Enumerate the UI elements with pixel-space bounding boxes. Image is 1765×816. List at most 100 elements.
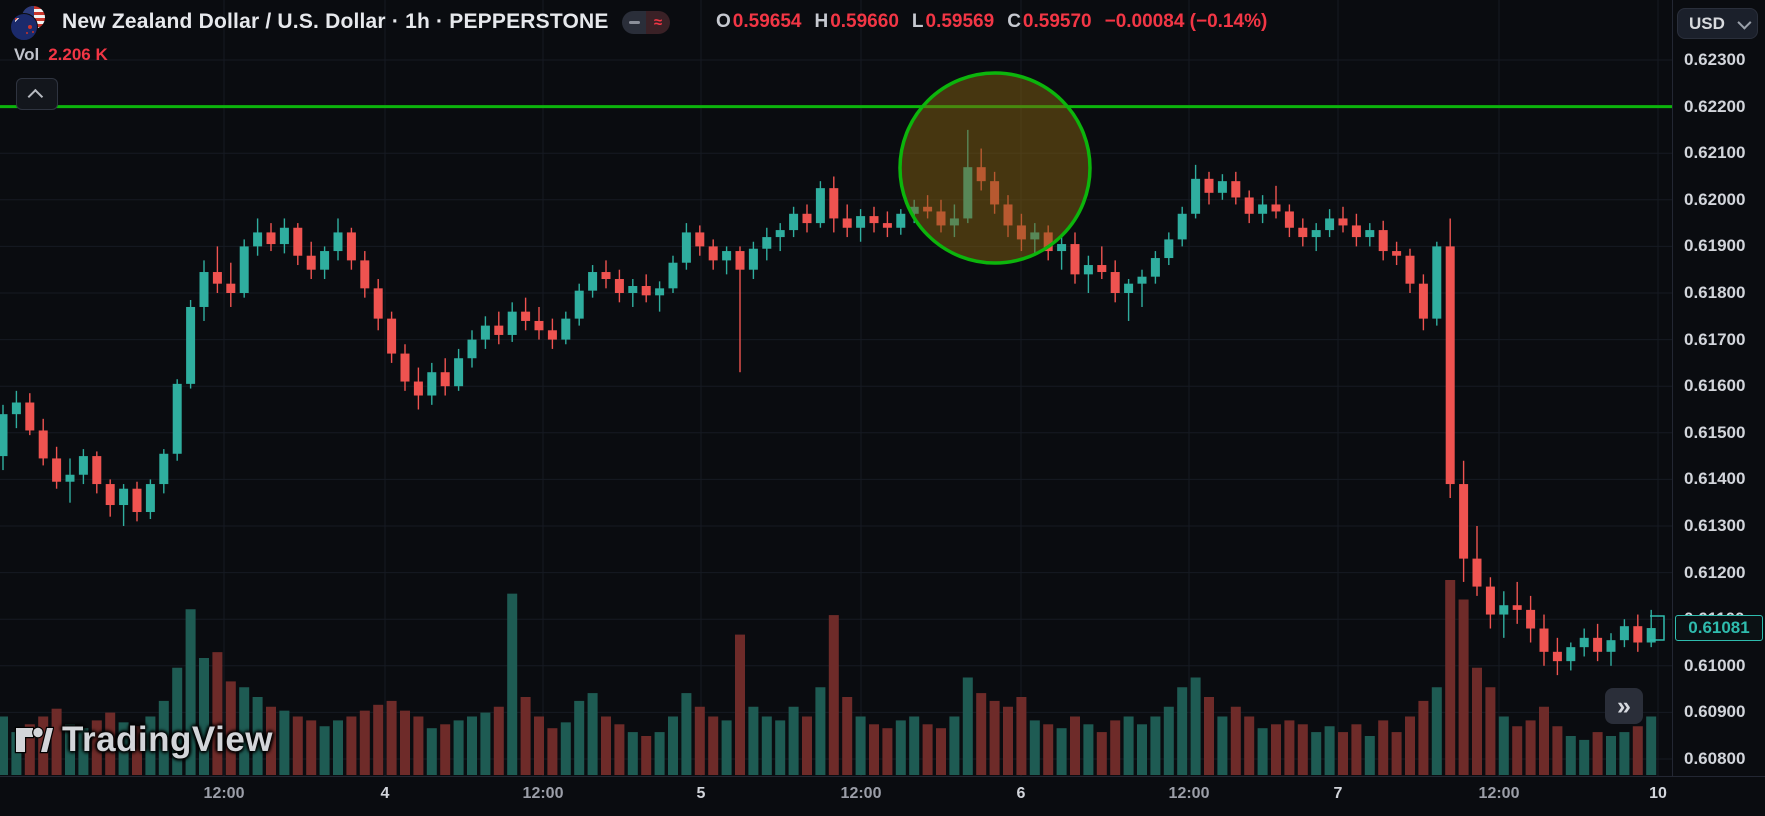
candle-body: [628, 286, 638, 293]
symbol-header: New Zealand Dollar / U.S. Dollar · 1h · …: [8, 5, 609, 41]
symbol-title[interactable]: New Zealand Dollar / U.S. Dollar · 1h · …: [62, 10, 609, 33]
candle-body: [266, 232, 276, 245]
close-key: C: [1007, 11, 1021, 32]
candle-body: [172, 383, 182, 454]
candle-body: [1418, 283, 1428, 319]
volume-bar: [1177, 687, 1188, 775]
volume-bar: [1083, 724, 1094, 775]
candle-body: [1204, 178, 1214, 193]
candle-body: [574, 290, 584, 319]
candle-body: [52, 458, 62, 482]
volume-bar: [1472, 667, 1482, 775]
candle-body: [1459, 484, 1469, 559]
price-axis-label: 0.60900: [1684, 702, 1746, 722]
low-value: 0.59569: [925, 11, 995, 32]
candle-body: [1244, 197, 1254, 214]
volume-bar: [721, 720, 732, 775]
low-key: L: [911, 11, 924, 32]
scroll-to-latest-button[interactable]: »: [1605, 688, 1643, 724]
volume-bar: [869, 724, 879, 775]
volume-bar: [426, 728, 437, 775]
candle-body: [467, 339, 477, 359]
price-axis[interactable]: 0.62300 0.62200 0.62100 0.62000 0.61900 0.618…: [1672, 0, 1765, 776]
volume-bar: [51, 708, 62, 775]
volume-bar: [842, 697, 853, 775]
volume-bar: [694, 706, 705, 775]
volume-label: Vol: [14, 45, 40, 64]
volume-bar: [319, 726, 330, 775]
chart-area[interactable]: [0, 0, 1672, 776]
volume-bar: [949, 716, 960, 775]
candle-body: [279, 227, 289, 245]
volume-bar: [78, 728, 89, 775]
candle-body: [1445, 246, 1455, 485]
volume-bar: [815, 687, 826, 775]
candle-body: [186, 306, 196, 384]
volume-bar: [400, 710, 410, 775]
candle-body: [1097, 265, 1107, 273]
volume-bar: [641, 736, 652, 775]
volume-bar: [1190, 677, 1201, 775]
candle-body: [869, 216, 879, 224]
volume-bar: [252, 697, 263, 775]
volume-bar: [962, 677, 973, 775]
candle-body: [78, 456, 88, 475]
volume-bar: [1338, 732, 1348, 775]
candle-body: [92, 456, 102, 485]
candle-body: [306, 255, 316, 270]
candle-body: [25, 402, 35, 431]
volume-bar: [1230, 706, 1241, 775]
price-axis-label: 0.60800: [1684, 749, 1746, 768]
volume-bar: [333, 720, 343, 775]
candle-body: [614, 279, 624, 293]
volume-bar: [1405, 716, 1415, 775]
volume-bar: [1619, 732, 1630, 775]
candle-body: [789, 213, 799, 231]
candle-body: [1191, 178, 1201, 214]
price-axis-label: 0.61400: [1684, 469, 1746, 489]
candle-body: [1646, 628, 1656, 643]
time-axis-label: 12:00: [522, 785, 564, 802]
collapse-panel-button[interactable]: [16, 78, 58, 110]
volume-bar: [1029, 720, 1040, 775]
volume-bar: [601, 716, 611, 775]
candle-body: [1137, 276, 1147, 284]
currency-dropdown[interactable]: USD: [1677, 8, 1758, 39]
price-axis-label: 0.61300: [1684, 516, 1746, 535]
candle-body: [695, 232, 705, 247]
candle-body: [641, 286, 651, 296]
time-axis[interactable]: 12:00 4 12:00 5 12:00 6 12:00 7 12:00 10: [0, 776, 1765, 816]
candle-body: [11, 402, 21, 415]
volume-bar: [520, 697, 531, 775]
volume-bar: [1324, 726, 1335, 775]
candle-body: [882, 223, 892, 228]
hide-indicator-button[interactable]: [622, 11, 646, 34]
candle-body: [842, 218, 852, 228]
candle-body: [802, 213, 812, 224]
time-axis-label: 12:00: [203, 785, 245, 802]
volume-bar: [1391, 732, 1402, 775]
volume-bar: [1539, 706, 1549, 775]
candle-body: [1405, 255, 1415, 284]
volume-bar: [440, 724, 451, 775]
volume-bar: [1110, 720, 1121, 775]
approx-mode-button[interactable]: ≈: [646, 11, 670, 34]
candle-body: [239, 246, 249, 293]
candle-body: [1579, 637, 1589, 648]
volume-bar: [1351, 724, 1362, 775]
chevron-up-icon: [27, 88, 43, 104]
volume-bar: [1378, 720, 1389, 775]
candle-body: [735, 251, 745, 270]
candle-body: [561, 318, 571, 340]
candle-body: [521, 311, 531, 321]
candle-body: [1338, 218, 1348, 226]
volume-bar: [1123, 716, 1134, 775]
volume-bar: [1485, 687, 1496, 775]
candle-body: [1271, 204, 1281, 212]
minus-icon: [628, 21, 640, 24]
current-price-badge: 0.61081: [1675, 615, 1763, 642]
candle-body: [1284, 211, 1294, 228]
volume-bar: [587, 693, 598, 775]
volume-bar: [1311, 732, 1322, 775]
volume-bar: [158, 700, 169, 775]
